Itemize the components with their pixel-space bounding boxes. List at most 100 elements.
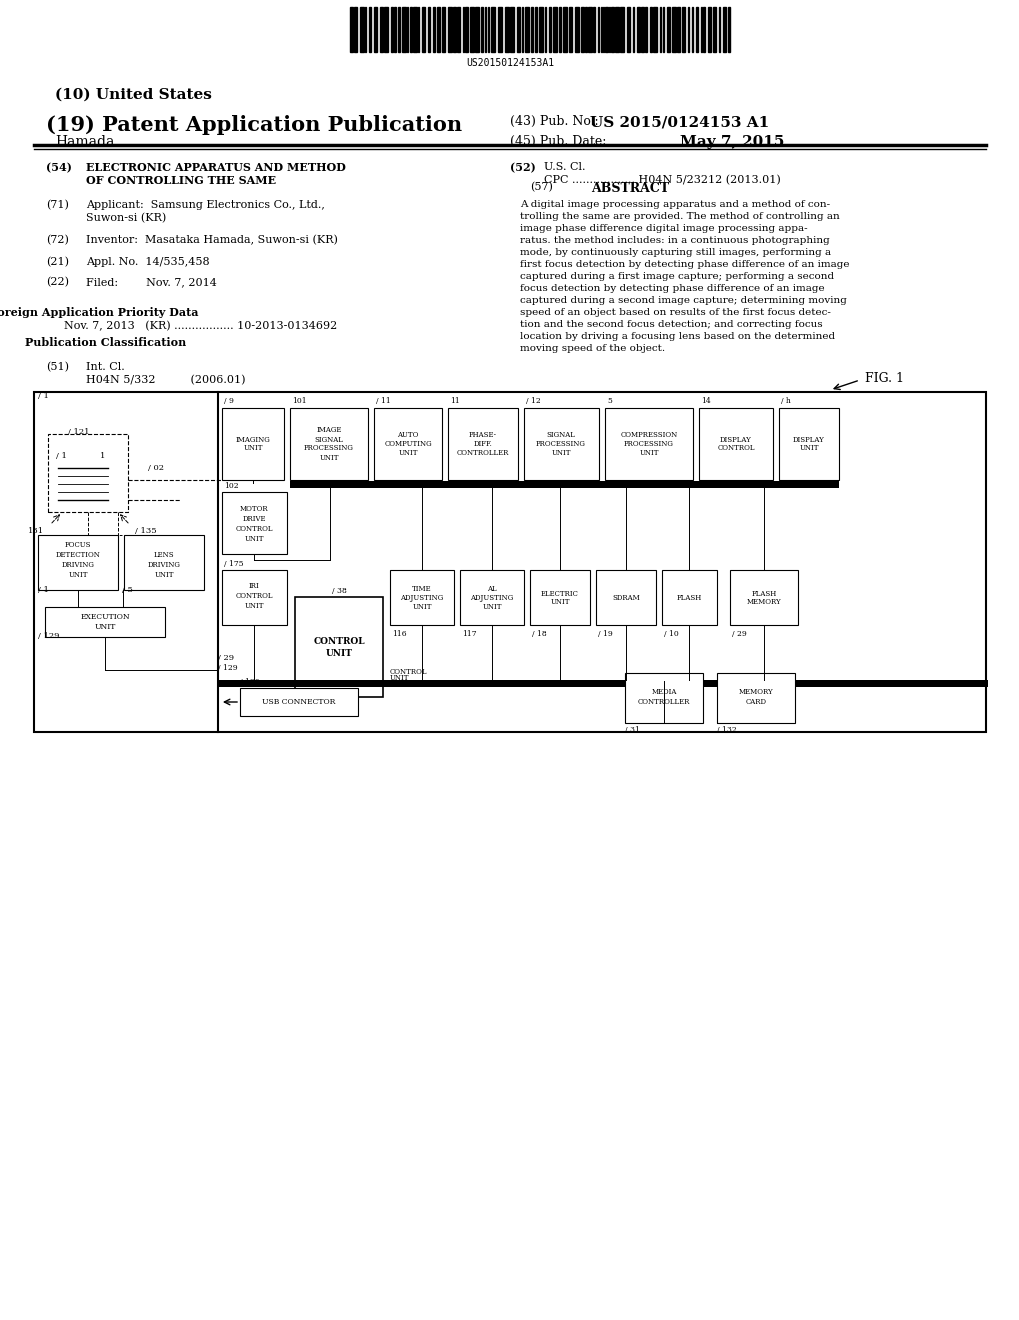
Text: UNIT: UNIT [397,449,418,457]
Text: DRIVING: DRIVING [61,561,95,569]
Text: 11: 11 [449,397,460,405]
Text: speed of an object based on results of the first focus detec-: speed of an object based on results of t… [520,308,830,317]
Text: Publication Classification: Publication Classification [25,337,186,348]
Text: A digital image processing apparatus and a method of con-: A digital image processing apparatus and… [520,201,829,209]
Text: UNIT: UNIT [68,572,88,579]
Text: (57): (57) [530,182,552,193]
Text: SIGNAL: SIGNAL [314,436,343,444]
Text: DISPLAY: DISPLAY [719,436,751,444]
Text: PHASE-: PHASE- [469,432,496,440]
Text: tion and the second focus detection; and correcting focus: tion and the second focus detection; and… [520,319,821,329]
Bar [627,7,630,51]
Text: moving speed of the object.: moving speed of the object. [520,345,664,352]
Text: UNIT: UNIT [550,449,571,457]
Bar [530,570,589,624]
Bar [637,7,639,51]
Text: trolling the same are provided. The method of controlling an: trolling the same are provided. The meth… [520,213,839,220]
Text: / 129: / 129 [218,664,237,672]
Bar [354,7,357,51]
Bar [517,7,520,51]
Bar [625,673,702,723]
Text: Inventor:  Masataka Hamada, Suwon-si (KR): Inventor: Masataka Hamada, Suwon-si (KR) [86,235,337,246]
Text: AUTO: AUTO [397,432,418,440]
Bar [666,7,669,51]
Bar [548,7,550,51]
Text: location by driving a focusing lens based on the determined: location by driving a focusing lens base… [520,333,835,341]
Bar [389,570,453,624]
Bar [413,7,417,51]
Bar [436,7,439,51]
Bar [525,7,529,51]
Bar [569,7,572,51]
Text: / 121: / 121 [68,428,90,436]
Text: Suwon-si (KR): Suwon-si (KR) [86,213,166,223]
Text: Int. Cl.: Int. Cl. [86,362,124,372]
Text: ratus. the method includes: in a continuous photographing: ratus. the method includes: in a continu… [520,236,828,246]
Bar [610,7,613,51]
Text: ADJUSTING: ADJUSTING [400,594,443,602]
Bar [538,7,542,51]
Text: H04N 5/332          (2006.01): H04N 5/332 (2006.01) [86,375,246,385]
Text: 117: 117 [462,630,476,638]
Text: / 132: / 132 [716,726,736,734]
Text: UNIT: UNIT [412,603,431,611]
Bar [289,480,839,488]
Text: / 19: / 19 [597,630,612,638]
Bar [712,7,715,51]
Text: mode, by continuously capturing still images, performing a: mode, by continuously capturing still im… [520,248,830,257]
Text: / 29: / 29 [732,630,746,638]
Text: COMPRESSION: COMPRESSION [620,432,677,440]
Text: 14: 14 [700,397,710,405]
Bar [222,492,286,554]
Bar [401,7,406,51]
Bar [369,7,371,51]
Bar [470,7,474,51]
Text: / 9: / 9 [224,397,233,405]
Bar [552,7,556,51]
Text: (71): (71) [46,201,69,210]
Bar [45,607,165,638]
Bar [604,7,607,51]
Text: CONTROLLER: CONTROLLER [457,449,508,457]
Text: IRI: IRI [249,582,259,590]
Bar [457,7,460,51]
Text: UNIT: UNIT [244,602,264,610]
Text: CONTROLLER: CONTROLLER [637,698,690,706]
Bar [652,7,656,51]
Bar [490,7,494,51]
Text: / 190: / 190 [239,678,260,686]
Text: UNIT: UNIT [799,445,818,453]
Bar [562,7,567,51]
Text: CONTROL: CONTROL [716,445,754,453]
Text: USB CONNECTOR: USB CONNECTOR [262,698,335,706]
Text: / 18: / 18 [532,630,546,638]
Text: 102: 102 [224,482,238,490]
Text: ELECTRIC: ELECTRIC [540,590,579,598]
Text: DETECTION: DETECTION [55,550,100,558]
Bar [374,7,377,51]
Text: UNIT: UNIT [244,535,264,543]
Bar [707,7,710,51]
Text: (54): (54) [46,162,71,173]
Text: / 10: / 10 [663,630,678,638]
Text: CONTROL: CONTROL [313,636,365,645]
Bar [504,7,508,51]
Text: CONTROL: CONTROL [389,668,427,676]
Text: FLASH: FLASH [751,590,775,598]
Text: 101: 101 [291,397,307,405]
Text: (19) Patent Application Publication: (19) Patent Application Publication [46,115,462,135]
Text: PROCESSING: PROCESSING [624,440,674,447]
Text: US 2015/0124153 A1: US 2015/0124153 A1 [589,115,768,129]
Bar [428,7,430,51]
Text: Foreign Application Priority Data: Foreign Application Priority Data [0,308,198,318]
Text: (22): (22) [46,277,69,288]
Text: Appl. No.  14/535,458: Appl. No. 14/535,458 [86,257,210,267]
Text: DISPLAY: DISPLAY [793,436,824,444]
Bar [465,7,468,51]
Text: / 1: / 1 [56,451,67,459]
Text: UNIT: UNIT [243,445,263,453]
Text: / 02: / 02 [148,465,164,473]
Bar [716,673,794,723]
Text: (52): (52) [510,162,535,173]
Bar [218,680,987,686]
